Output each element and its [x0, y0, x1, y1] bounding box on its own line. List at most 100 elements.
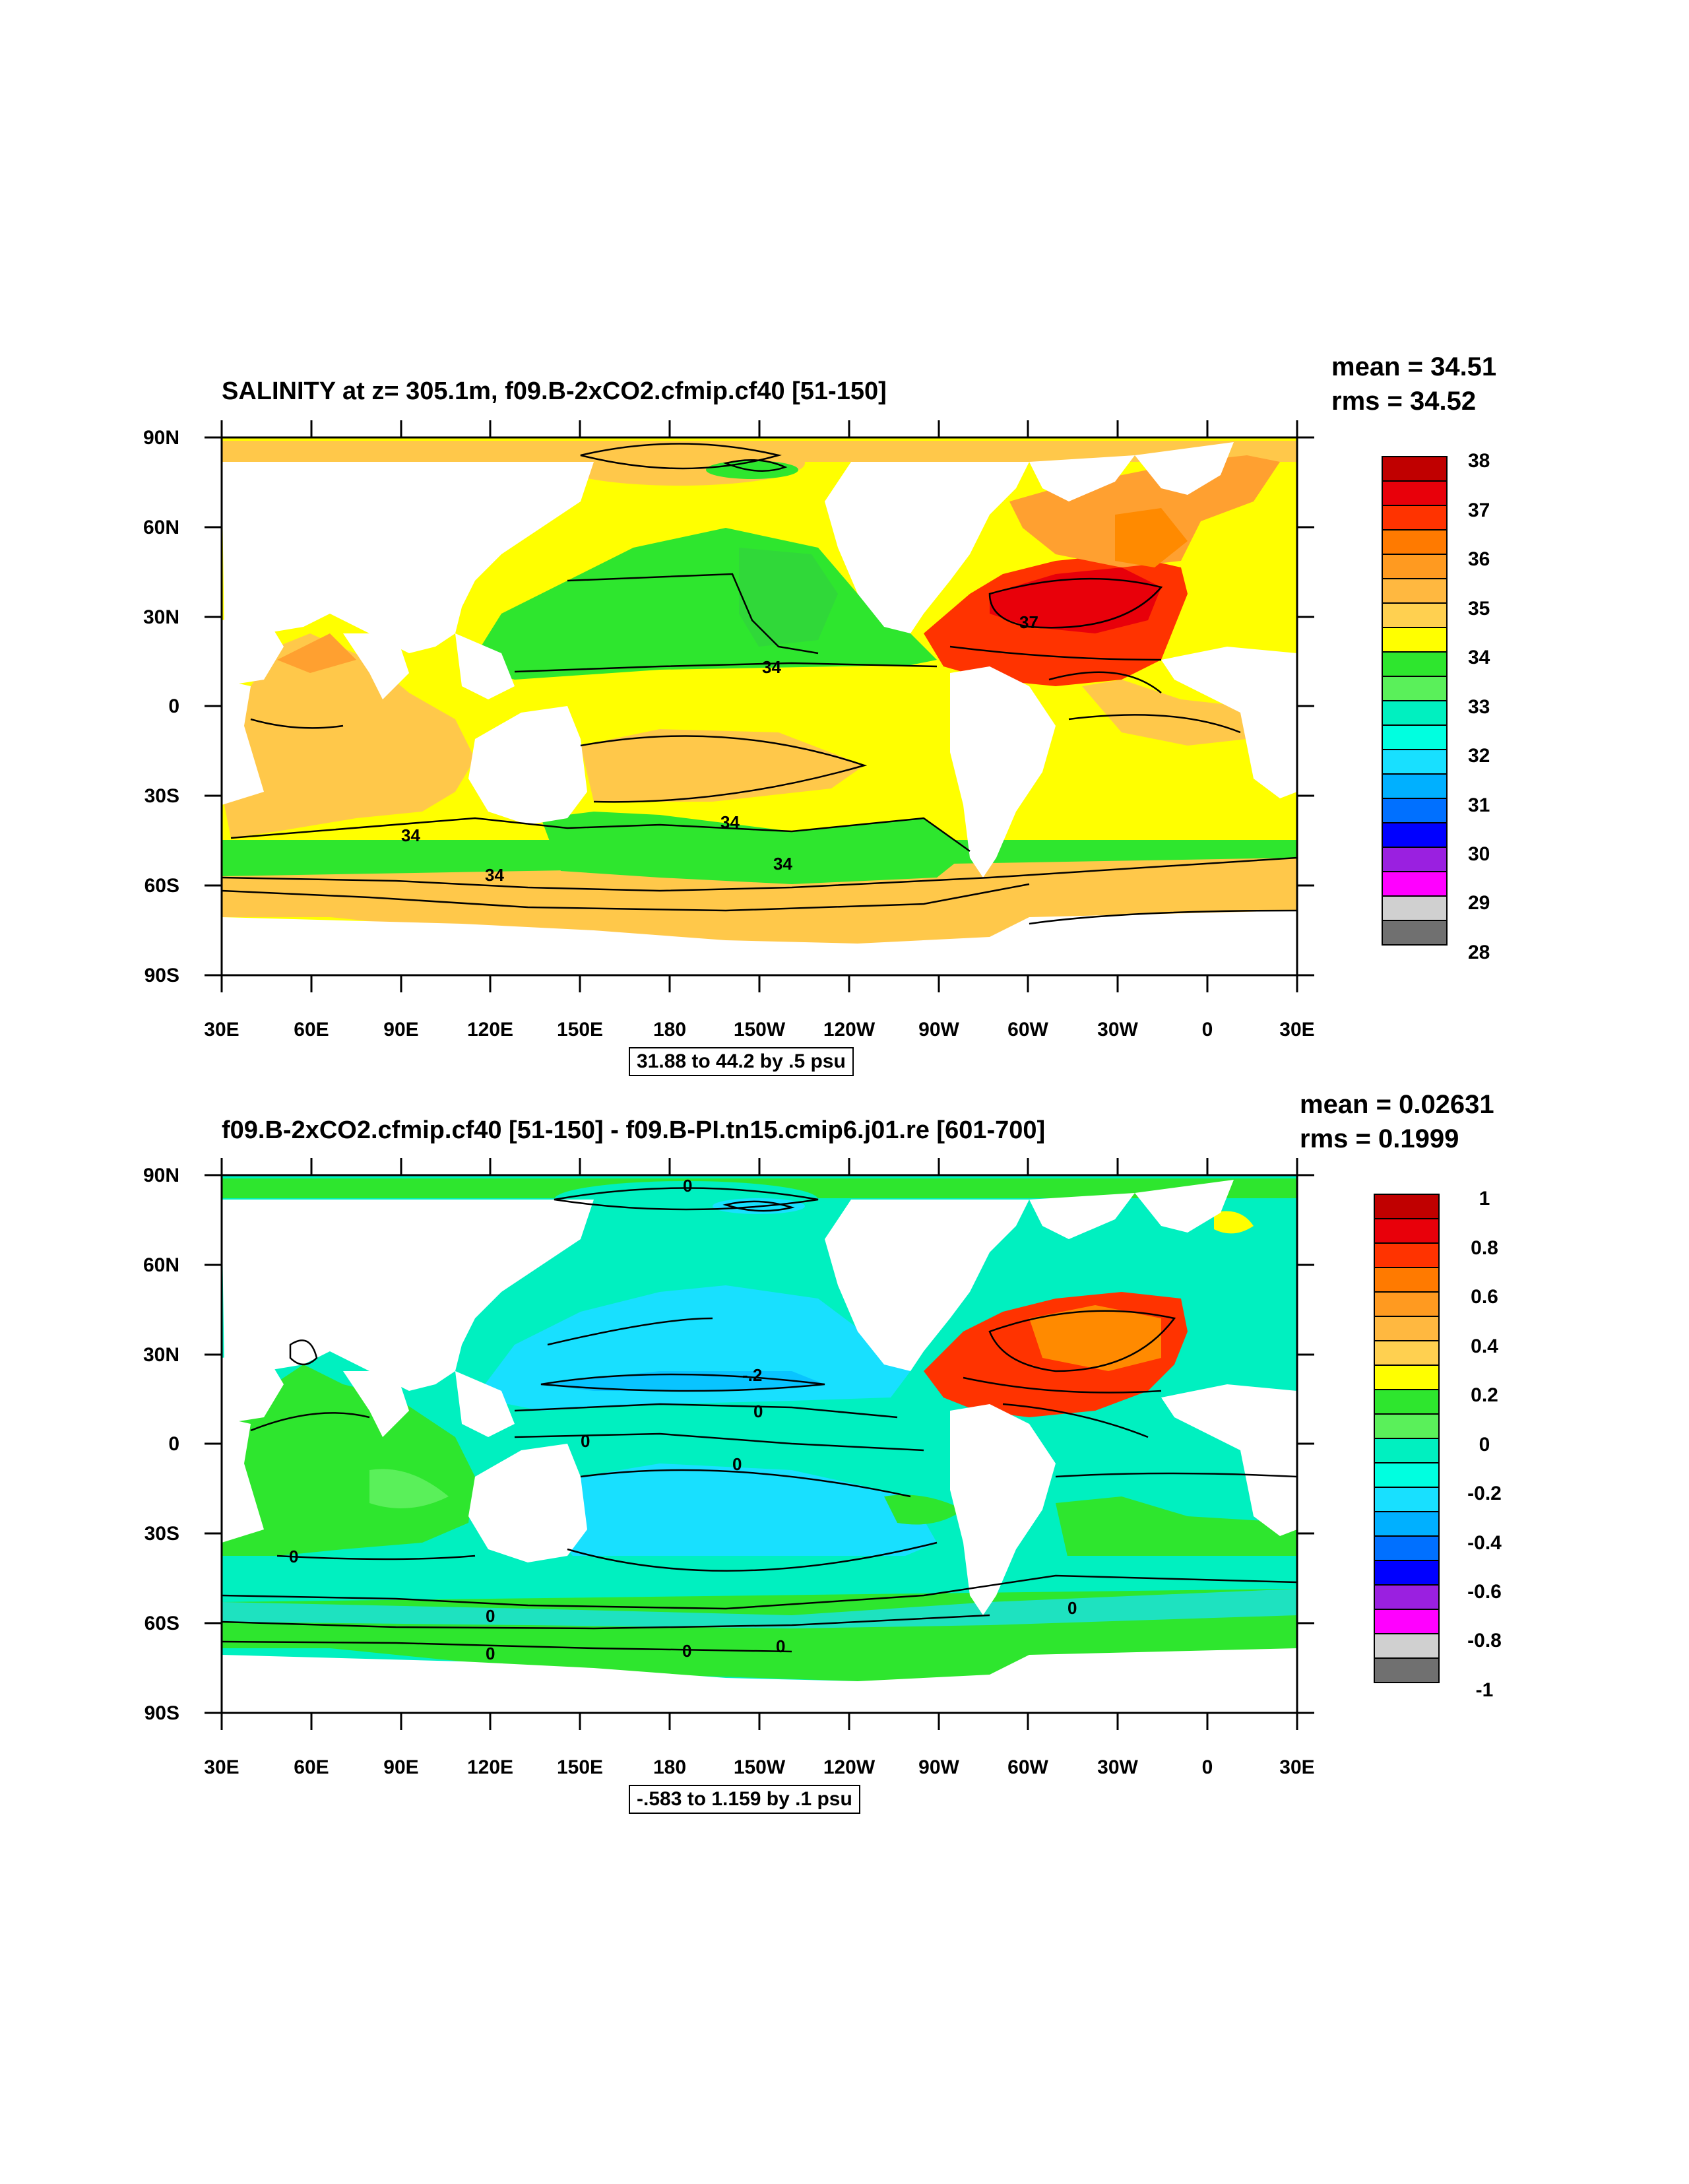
- panel2-contour-label: 0: [753, 1401, 763, 1421]
- lat-label: 60N: [143, 517, 179, 538]
- panel1-contour-label: 34: [762, 657, 781, 677]
- lat-label: 30N: [143, 1344, 179, 1366]
- panel1-indian-ocean: [222, 633, 475, 838]
- colorbar-label: 0.6: [1471, 1286, 1498, 1308]
- panel2-range-info: -.583 to 1.159 by .1 psu: [629, 1785, 860, 1814]
- lat-label: 0: [168, 695, 179, 717]
- colorbar-label: 32: [1468, 745, 1490, 767]
- panel2-contour-label: 0: [486, 1644, 495, 1663]
- lon-label: 30E: [1279, 1756, 1314, 1778]
- panel2-contour-label: 0: [682, 1641, 691, 1661]
- panel2-indian-green: [222, 1365, 475, 1556]
- lat-label: 30N: [143, 606, 179, 628]
- panel2-mean: mean = 0.02631: [1300, 1090, 1494, 1119]
- panel1-rms: rms = 34.52: [1331, 387, 1477, 416]
- colorbar-label: 31: [1468, 794, 1490, 816]
- colorbar-label: 28: [1468, 942, 1490, 963]
- lon-label: 30E: [204, 1019, 239, 1041]
- panel2-contour-label: -.2: [742, 1365, 762, 1385]
- panel2-land: [222, 1180, 1297, 1713]
- panel1-land: [222, 442, 1297, 975]
- lon-label: 150W: [734, 1019, 786, 1041]
- panel2-map: 0 -.2 0 0 0 0 0 0 0 0 0 90N 60N 30N: [143, 1158, 1502, 1778]
- lon-label: 150W: [734, 1756, 786, 1778]
- colorbar-label: 36: [1468, 548, 1490, 570]
- lat-label: 60N: [143, 1254, 179, 1276]
- panel1-mean: mean = 34.51: [1331, 352, 1497, 381]
- lon-label: 0: [1202, 1019, 1213, 1041]
- panel2-colorbar: [1374, 1194, 1440, 1683]
- colorbar-label: 29: [1468, 892, 1490, 914]
- panel2-contour-label: 0: [581, 1431, 590, 1451]
- panel1-npac-low-sal: [468, 528, 937, 680]
- panel2-ticks: [205, 1158, 1314, 1730]
- colorbar-label: 33: [1468, 696, 1490, 718]
- panel2-title: f09.B-2xCO2.cfmip.cf40 [51-150] - f09.B-…: [222, 1116, 1046, 1144]
- lon-label: 30E: [204, 1756, 239, 1778]
- panel1-colorbar: [1382, 456, 1448, 946]
- lon-label: 90W: [918, 1756, 959, 1778]
- lon-label: 150E: [557, 1756, 603, 1778]
- lon-label: 60W: [1007, 1756, 1048, 1778]
- panel1-contour-label: 34: [401, 825, 420, 845]
- panel2-contour-label: 0: [289, 1547, 298, 1566]
- colorbar-label: 0: [1479, 1434, 1490, 1456]
- lon-label: 90W: [918, 1019, 959, 1041]
- lon-label: 0: [1202, 1756, 1213, 1778]
- panel1-contour-label: 34: [485, 865, 504, 885]
- colorbar-label: -0.6: [1467, 1581, 1502, 1603]
- colorbar-label: 37: [1468, 499, 1490, 521]
- lon-label: 180: [653, 1756, 686, 1778]
- panel1-range-info: 31.88 to 44.2 by .5 psu: [629, 1047, 854, 1076]
- lat-label: 90N: [143, 427, 179, 449]
- lon-label: 120E: [467, 1019, 513, 1041]
- colorbar-label: 0.4: [1471, 1335, 1498, 1357]
- colorbar-label: -0.2: [1467, 1483, 1502, 1504]
- lon-label: 180: [653, 1019, 686, 1041]
- lon-label: 120E: [467, 1756, 513, 1778]
- panel2-contour-label: 0: [683, 1176, 692, 1196]
- lon-label: 30W: [1097, 1019, 1138, 1041]
- lat-label: 30S: [144, 785, 179, 807]
- lat-label: 90N: [143, 1165, 179, 1186]
- panel1-contour-label: 37: [1019, 612, 1038, 632]
- lat-label: 30S: [144, 1523, 179, 1545]
- lon-label: 120W: [823, 1019, 876, 1041]
- lon-label: 30W: [1097, 1756, 1138, 1778]
- colorbar-label: 30: [1468, 843, 1490, 865]
- lon-label: 120W: [823, 1756, 876, 1778]
- colorbar-label: 0.2: [1471, 1384, 1498, 1406]
- panel2-contour-label: 0: [732, 1454, 742, 1474]
- panel1-contour-label: 34: [773, 854, 792, 874]
- colorbar-label: -0.8: [1467, 1630, 1502, 1652]
- lat-label: 90S: [144, 965, 179, 986]
- colorbar-label: -0.4: [1467, 1532, 1502, 1554]
- lon-label: 90E: [383, 1019, 418, 1041]
- lon-label: 30E: [1279, 1019, 1314, 1041]
- lat-label: 60S: [144, 875, 179, 897]
- panel2-contours: [222, 1187, 1297, 1653]
- panel1-contours: [222, 443, 1297, 925]
- panel2-contour-label: 0: [486, 1606, 495, 1626]
- lat-label: 90S: [144, 1702, 179, 1724]
- lon-label: 150E: [557, 1019, 603, 1041]
- panel2-contour-label: 0: [1068, 1598, 1077, 1618]
- lat-label: 0: [168, 1433, 179, 1455]
- colorbar-label: 1: [1479, 1188, 1490, 1209]
- colorbar-label: 38: [1468, 450, 1490, 472]
- lon-label: 60E: [294, 1756, 329, 1778]
- panel1-contour-label: 34: [720, 812, 740, 832]
- lon-label: 60E: [294, 1019, 329, 1041]
- colorbar-label: 34: [1468, 647, 1490, 668]
- lat-label: 60S: [144, 1613, 179, 1634]
- colorbar-label: -1: [1476, 1679, 1494, 1701]
- panel2-rms: rms = 0.1999: [1300, 1124, 1459, 1153]
- lon-label: 90E: [383, 1756, 418, 1778]
- panel2-contour-label: 0: [776, 1636, 785, 1656]
- panel1-ticks: [205, 420, 1314, 992]
- panel1-title: SALINITY at z= 305.1m, f09.B-2xCO2.cfmip…: [222, 377, 887, 405]
- colorbar-label: 35: [1468, 598, 1490, 620]
- lon-label: 60W: [1007, 1019, 1048, 1041]
- colorbar-label: 0.8: [1471, 1237, 1498, 1259]
- panel1-map: 37 34 34 34 34 34 90N 60N 30N 0 30S 60S: [143, 420, 1490, 1041]
